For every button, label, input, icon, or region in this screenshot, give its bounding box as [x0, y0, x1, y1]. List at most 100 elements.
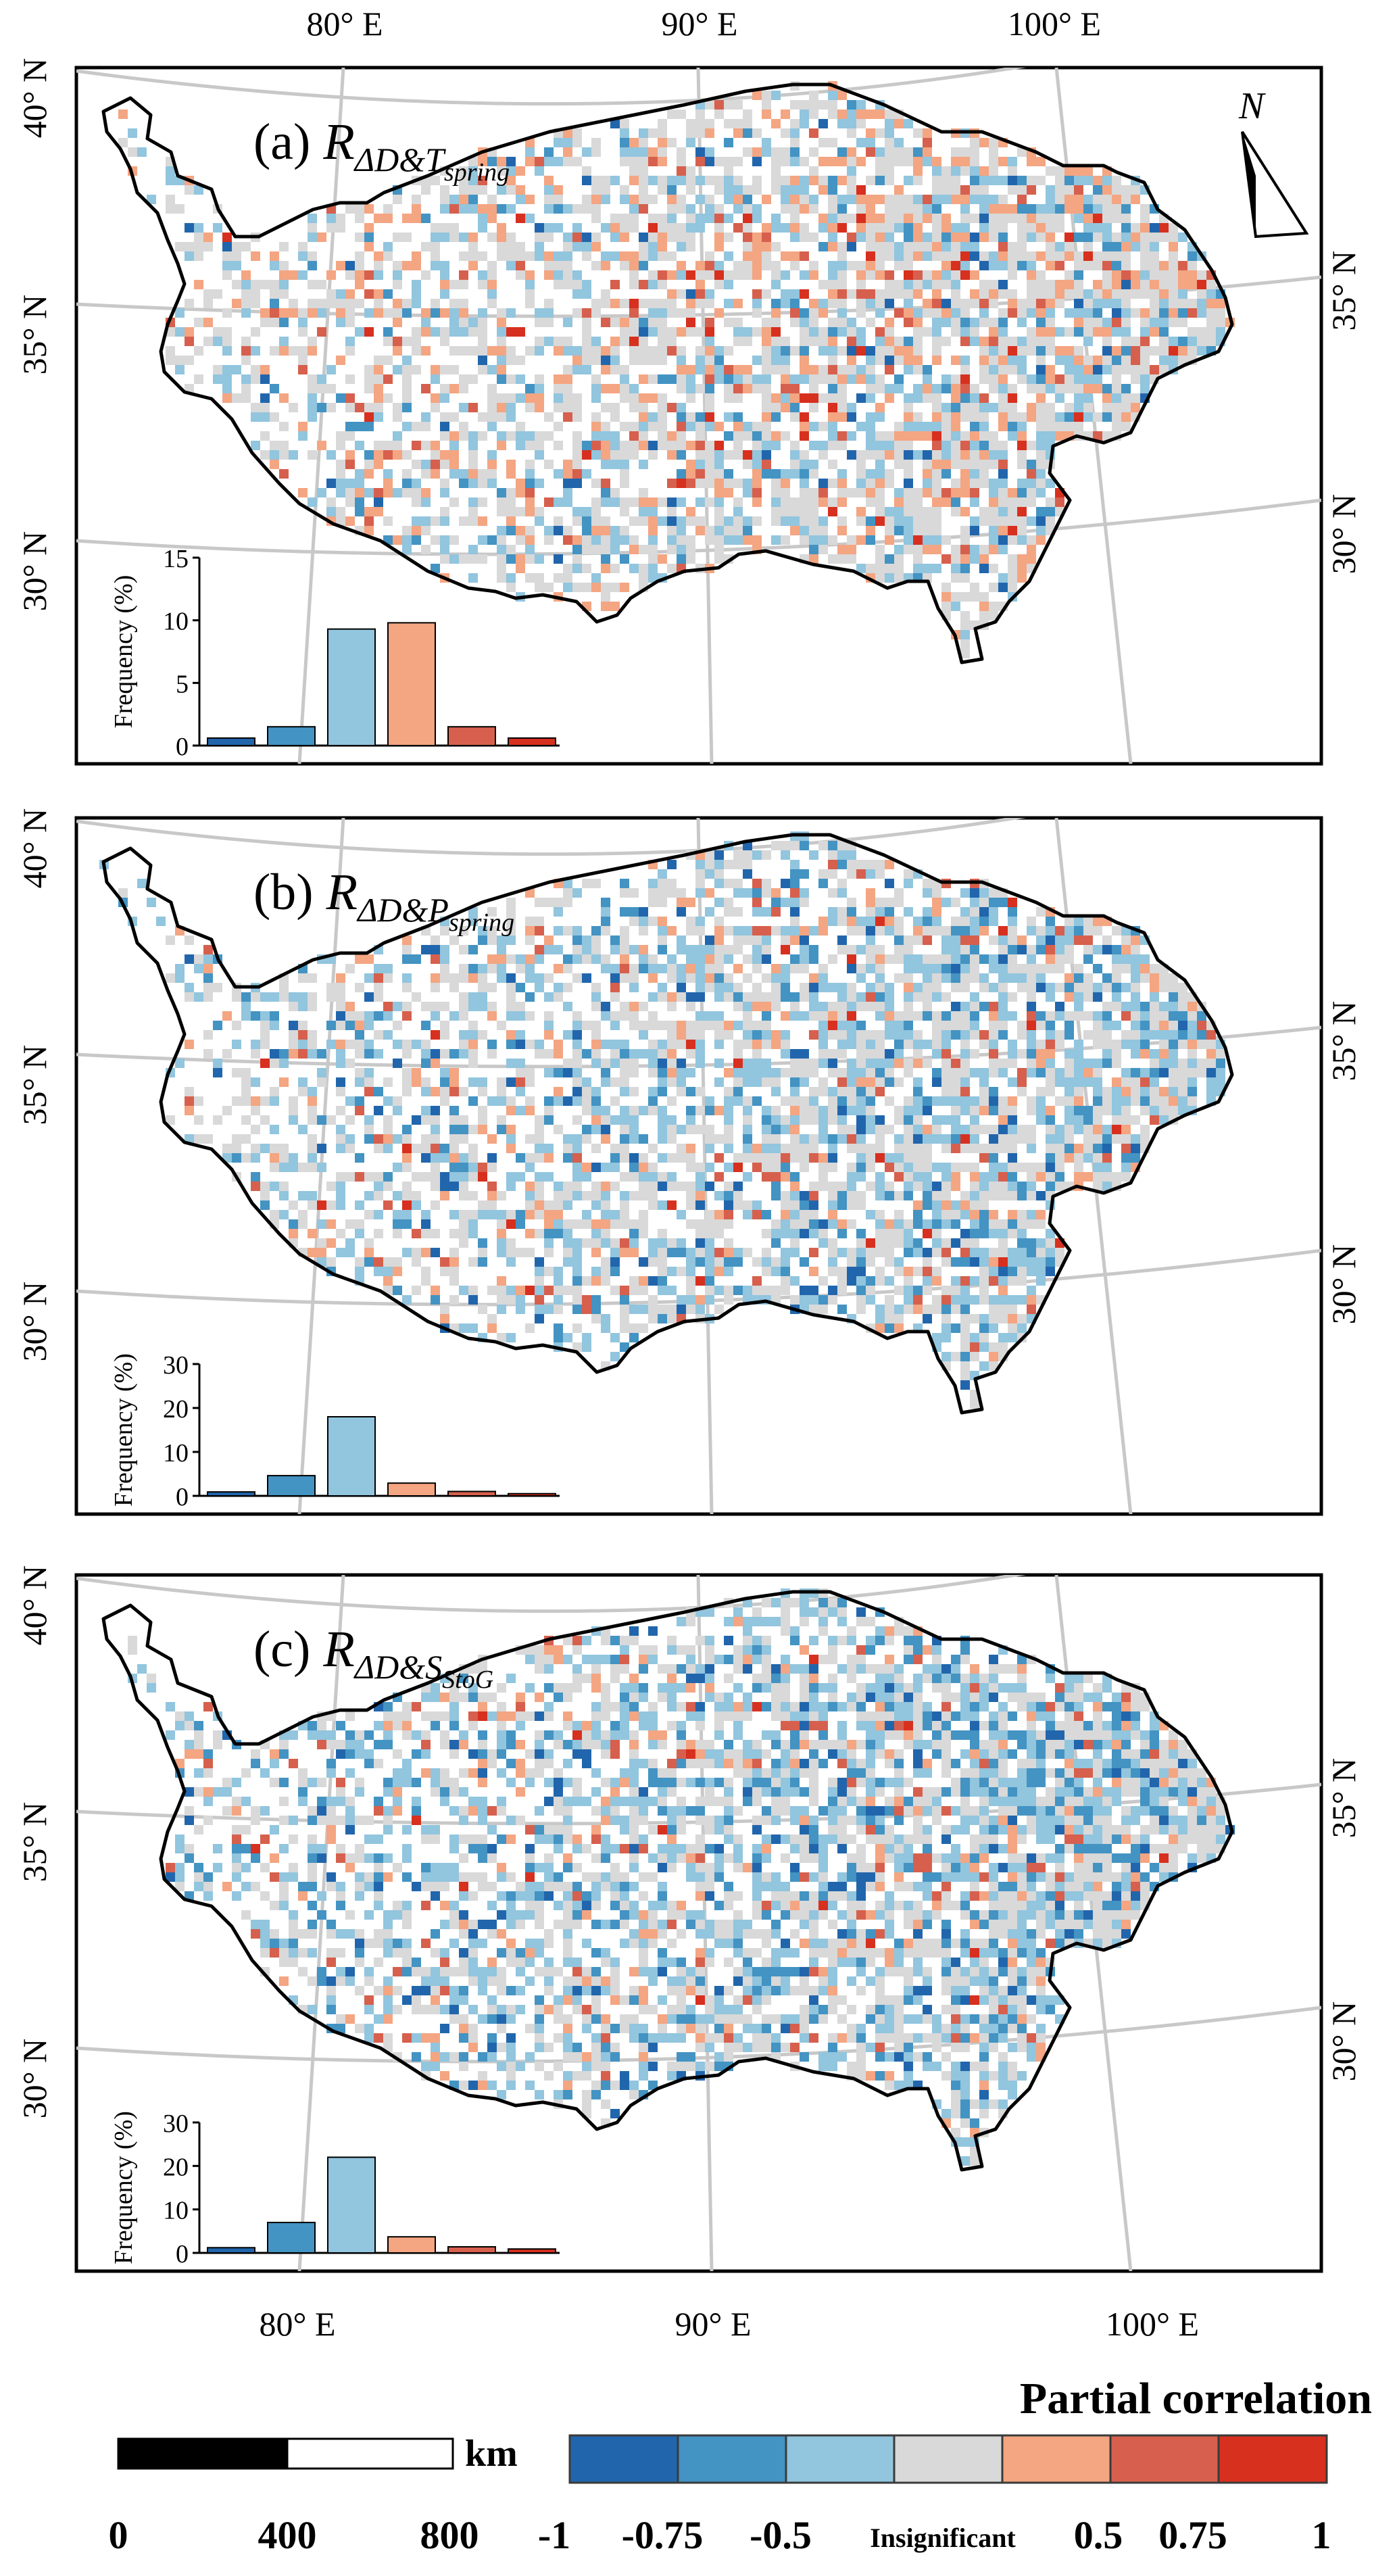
lat-label-left: 40° N [16, 1565, 53, 1646]
histogram-bar [267, 726, 316, 746]
legend-swatch [568, 2434, 679, 2484]
histogram-tick-label: 0 [176, 1483, 189, 1511]
histogram-tick-label: 30 [163, 2110, 189, 2138]
histogram-tick-label: 30 [163, 1351, 189, 1380]
legend-tick-minus075: -0.75 [622, 2513, 704, 2557]
histogram-bar [508, 1492, 556, 1497]
lat-label-left: 35° N [16, 295, 53, 375]
lat-label-right: 30° N [1325, 494, 1363, 575]
histogram-ylabel: Frequency (%) [109, 2111, 138, 2264]
panel-title: (a) RΔD&Tspring [253, 114, 510, 187]
histogram-bar [447, 726, 496, 746]
legend-title: Partial correlation [1020, 2374, 1372, 2423]
north-label: N [1238, 85, 1266, 127]
legend-tick-insignificant: Insignificant [870, 2523, 1016, 2553]
lat-label-left: 35° N [16, 1045, 53, 1125]
histogram-bar [387, 1482, 436, 1497]
histogram-tick-label: 20 [163, 2153, 189, 2181]
histogram-tick-label: 10 [163, 2197, 189, 2225]
histogram-bar [387, 622, 436, 747]
scale-bar-tick-0: 0 [109, 2513, 128, 2557]
legend-tick-1: 1 [1312, 2513, 1331, 2557]
lat-label-right: 30° N [1325, 1244, 1363, 1325]
plateau-boundary [101, 833, 1234, 1415]
scale-bar-white-segment [286, 2437, 454, 2470]
panel-c: 40° N 35° N 30° N 35° N 30° N (c) RΔD&SStoG 0 1… [16, 1565, 1363, 2273]
histogram-bar [447, 2245, 496, 2254]
histogram-bar [267, 1475, 316, 1497]
map-content [76, 1575, 1321, 2271]
legend-swatches [568, 2434, 1328, 2484]
lat-label-right: 35° N [1325, 251, 1363, 331]
legend-swatch [1109, 2434, 1220, 2484]
panel-title: (c) RΔD&SStoG [253, 1621, 493, 1694]
correlation-pixels [128, 1588, 1235, 2166]
histogram-tick-label: 10 [163, 608, 189, 636]
lat-label-left: 40° N [16, 58, 53, 139]
histogram-bar [447, 1490, 496, 1497]
bottom-longitude-labels: 80° E 90° E 100° E [259, 2305, 1199, 2343]
histogram-bar [267, 2221, 316, 2254]
lat-label-left: 30° N [16, 1282, 53, 1362]
histogram-bar [327, 1416, 376, 1497]
scale-bar-unit: km [465, 2433, 518, 2475]
histogram-tick-label: 0 [176, 2240, 189, 2268]
histogram-bar [327, 2156, 376, 2254]
map-content [76, 68, 1321, 764]
legend-swatch [677, 2434, 787, 2484]
top-lon-label-90: 90° E [661, 5, 737, 43]
scale-bar-tick-400: 400 [258, 2513, 317, 2557]
histogram-bar [207, 2247, 255, 2254]
bottom-lon-label-100: 100° E [1106, 2305, 1199, 2343]
scale-bar-tick-800: 800 [420, 2513, 479, 2557]
correlation-pixels [99, 831, 1225, 1409]
histogram-tick-label: 5 [176, 670, 189, 698]
lat-label-left: 30° N [16, 531, 53, 612]
histogram-ylabel: Frequency (%) [109, 575, 138, 729]
panel-title: (b) RΔD&Pspring [253, 864, 514, 937]
map-content [76, 818, 1321, 1514]
scale-bar: km 0 400 800 [109, 2433, 518, 2557]
plateau-boundary [101, 82, 1234, 664]
plateau-boundary [101, 1590, 1234, 2172]
top-longitude-labels: 80° E 90° E 100° E [306, 5, 1101, 43]
histogram-tick-label: 20 [163, 1395, 189, 1424]
legend-swatch [893, 2434, 1004, 2484]
legend-tick-minus1: -1 [538, 2513, 570, 2557]
lat-label-right: 35° N [1325, 1001, 1363, 1082]
legend-tick-minus05: -0.5 [750, 2513, 812, 2557]
scale-bar-black-segment [117, 2437, 289, 2470]
histogram-bar [387, 2236, 436, 2254]
color-legend: Partial correlation -1 -0.75 -0.5 Insign… [538, 2374, 1372, 2557]
top-lon-label-100: 100° E [1008, 5, 1101, 43]
histogram-bar [207, 1491, 255, 1497]
legend-swatch [785, 2434, 896, 2484]
frequency-histogram: 0 10 20 30 Frequency (%) [109, 1351, 560, 1511]
histogram-bar [508, 2248, 556, 2254]
legend-tick-075: 0.75 [1158, 2513, 1227, 2557]
lat-label-right: 30° N [1325, 2001, 1363, 2082]
correlation-pixels [118, 81, 1235, 658]
histogram-bar [327, 628, 376, 747]
bottom-lon-label-80: 80° E [259, 2305, 335, 2343]
histogram-tick-label: 10 [163, 1439, 189, 1467]
histogram-tick-label: 0 [176, 733, 189, 761]
north-arrow-icon: N [1238, 85, 1309, 239]
lat-label-left: 35° N [16, 1802, 53, 1882]
histogram-bar [508, 737, 556, 747]
panel-b: 40° N 35° N 30° N 35° N 30° N (b) RΔD&Pspring… [16, 808, 1363, 1516]
legend-swatch [1001, 2434, 1112, 2484]
lat-label-right: 35° N [1325, 1758, 1363, 1839]
lat-label-left: 40° N [16, 808, 53, 889]
legend-swatch [1217, 2434, 1328, 2484]
frequency-histogram: 0 10 20 30 Frequency (%) [109, 2110, 560, 2268]
bottom-lon-label-90: 90° E [675, 2305, 751, 2343]
legend-ticks: -1 -0.75 -0.5 Insignificant 0.5 0.75 1 [538, 2513, 1331, 2557]
histogram-bar [207, 737, 255, 747]
legend-tick-05: 0.5 [1074, 2513, 1123, 2557]
histogram-tick-label: 15 [163, 545, 189, 573]
top-lon-label-80: 80° E [306, 5, 383, 43]
frequency-histogram: 0 5 10 15 Frequency (%) [109, 545, 560, 761]
lat-label-left: 30° N [16, 2039, 53, 2119]
